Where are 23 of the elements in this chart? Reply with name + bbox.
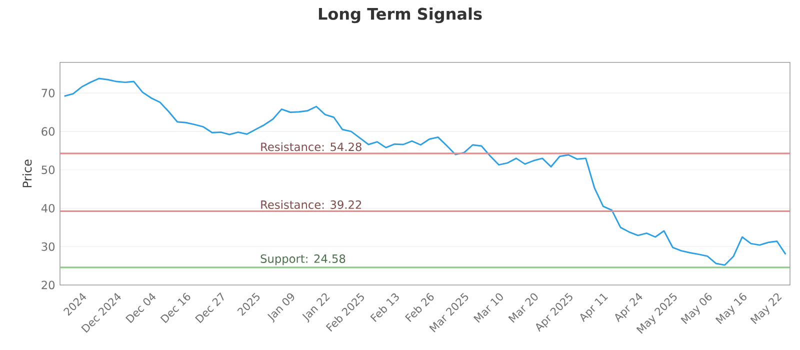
x-tick-label: Feb 13 <box>370 293 399 322</box>
x-tick-label: Dec 27 <box>195 292 224 324</box>
ref-line-label: Support: 24.58 <box>260 254 346 266</box>
ref-line-label: Resistance: 39.22 <box>261 200 362 209</box>
x-tick-label: Dec 04 <box>125 292 156 324</box>
x-tick-label: Mar 20 <box>508 293 538 323</box>
x-tick-label: Dec 16 <box>160 292 190 324</box>
x-tick-label: Jan 09 <box>268 293 294 323</box>
ref-line-label: Resistance: 54.28 <box>261 142 362 152</box>
y-tick-label: 70 <box>42 88 55 98</box>
x-tick-label: Jan 22 <box>302 293 330 323</box>
line-series <box>64 78 786 266</box>
y-tick-label: 60 <box>42 127 55 136</box>
x-tick-label: Apr 11 <box>580 294 608 322</box>
y-tick-label: 50 <box>42 166 55 174</box>
y-axis-title: Price <box>22 160 32 188</box>
chart-title: Long Term Signals <box>318 8 482 24</box>
y-tick-label: 20 <box>42 280 55 290</box>
y-tick-label: 30 <box>42 242 55 251</box>
x-tick-label: Feb 26 <box>404 292 434 322</box>
y-tick-label: 40 <box>41 204 55 213</box>
x-tick-label: Mar 10 <box>473 293 503 323</box>
x-tick-label: Apr 24 <box>615 292 642 322</box>
